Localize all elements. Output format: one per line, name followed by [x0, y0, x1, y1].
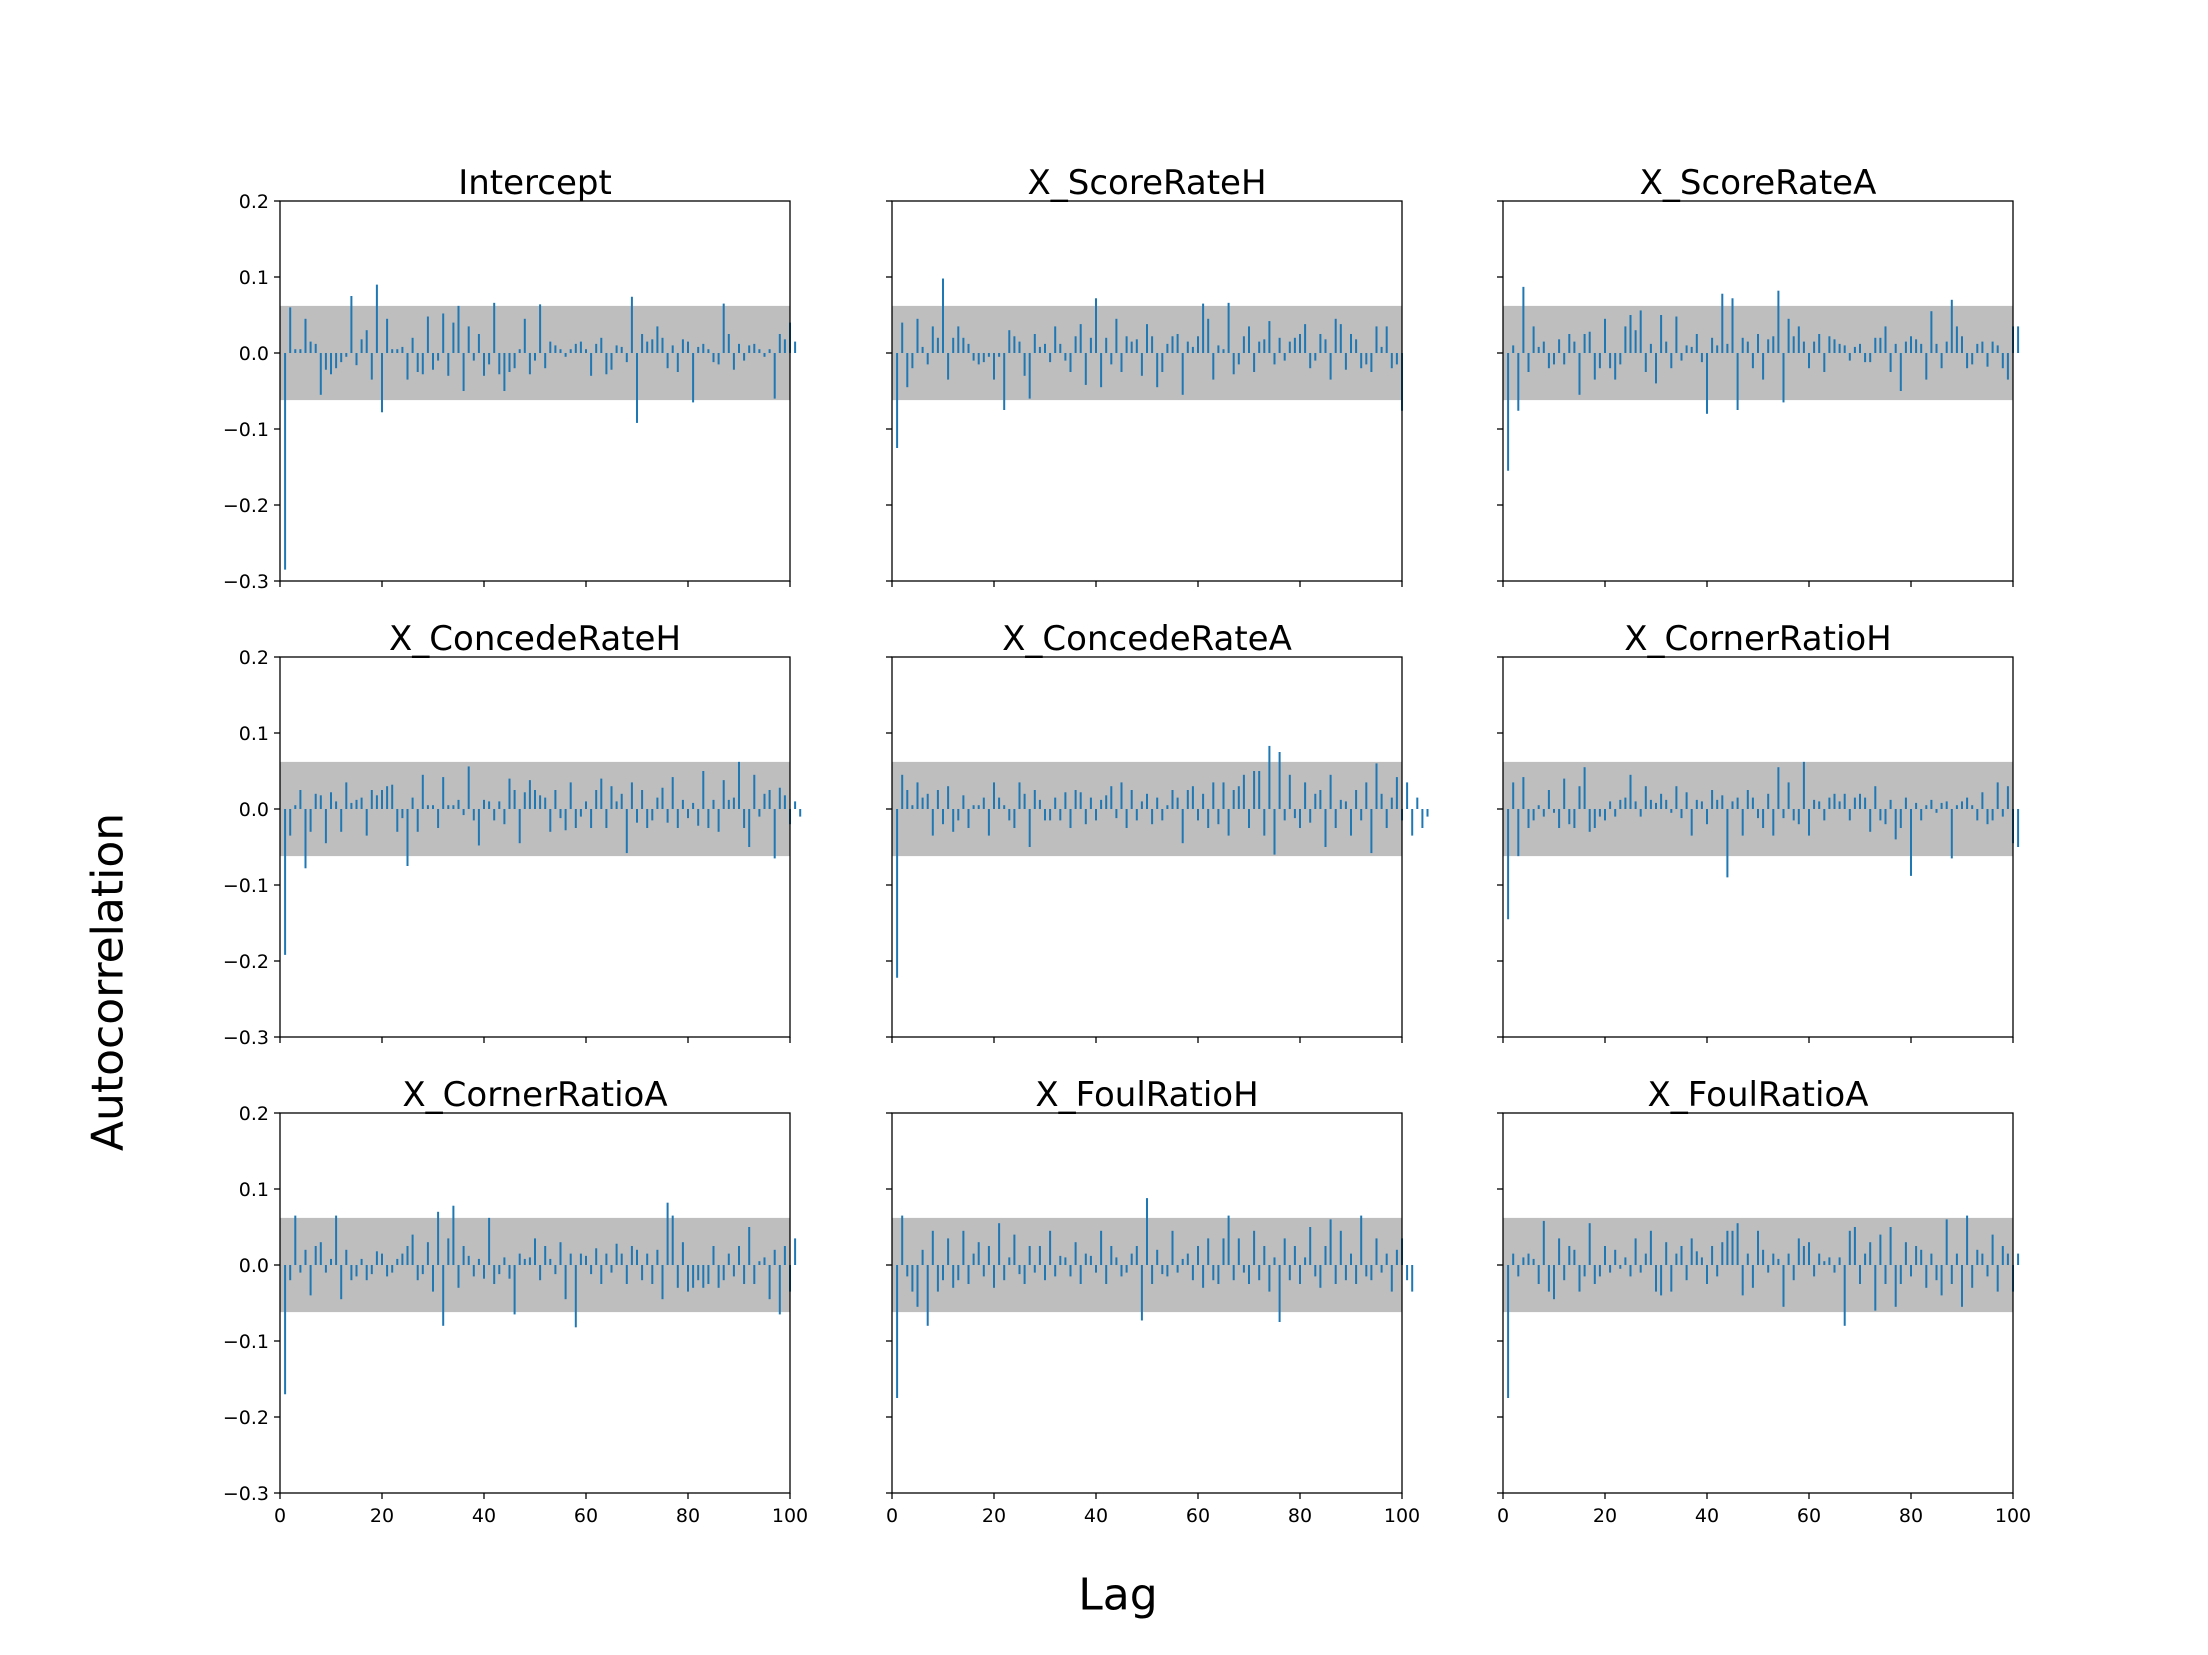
x-tick-label: 80 — [1288, 1505, 1312, 1527]
axes-frame — [279, 1112, 791, 1494]
subplot-2: X_ScoreRateH — [886, 163, 1403, 587]
figure-y-label: Autocorrelation — [82, 812, 134, 1152]
subplot-6: X_CornerRatioH — [1497, 619, 2020, 1043]
subplot-7: X_CornerRatioA 0.2 0.1 0.0 −0.1 −0.2 −0.30 20 40… — [223, 1075, 808, 1527]
axes-frame — [891, 1112, 1403, 1494]
subplot-1: Intercept 0.2 0.1 0.0 −0.1 −0.2 −0.3 — [223, 163, 797, 593]
subplot-title: X_ConcedeRateA — [1002, 619, 1292, 659]
axes-frame — [891, 656, 1403, 1038]
y-tick-label: 0.1 — [239, 267, 269, 289]
subplot-8: X_FoulRatioH 0 20 40 60 80 100 — [886, 1075, 1420, 1527]
subplot-title: X_ScoreRateH — [1027, 163, 1266, 203]
subplot-4: X_ConcedeRateH 0.2 0.1 0.0 −0.1 −0.2 −0.3 — [223, 619, 802, 1049]
y-tick-label: −0.1 — [223, 419, 269, 441]
subplot-title: X_CornerRatioH — [1624, 619, 1892, 659]
subplot-title: X_FoulRatioA — [1648, 1075, 1869, 1115]
x-tick-label: 60 — [1186, 1505, 1210, 1527]
y-tick-label: 0.0 — [239, 799, 269, 821]
x-tick-label: 40 — [472, 1505, 496, 1527]
x-tick-label: 40 — [1084, 1505, 1108, 1527]
x-tick-label: 20 — [1593, 1505, 1617, 1527]
subplot-title: X_FoulRatioH — [1035, 1075, 1258, 1115]
axes-frame — [1502, 1112, 2014, 1494]
y-tick-label: 0.1 — [239, 1179, 269, 1201]
axes-frame — [1502, 200, 2014, 582]
y-tick-label: 0.2 — [239, 647, 269, 669]
subplot-5: X_ConcedeRateA — [886, 619, 1429, 1043]
subplot-title: X_ConcedeRateH — [389, 619, 681, 659]
x-tick-label: 80 — [1899, 1505, 1923, 1527]
x-tick-label: 20 — [370, 1505, 394, 1527]
y-tick-label: 0.0 — [239, 1255, 269, 1277]
subplot-title: X_CornerRatioA — [402, 1075, 667, 1115]
x-tick-label: 100 — [772, 1505, 808, 1527]
x-tick-label: 100 — [1384, 1505, 1420, 1527]
x-tick-label: 100 — [1995, 1505, 2031, 1527]
x-tick-label: 60 — [574, 1505, 598, 1527]
y-tick-label: 0.2 — [239, 1103, 269, 1125]
subplot-3: X_ScoreRateA — [1497, 163, 2020, 587]
y-tick-label: −0.2 — [223, 495, 269, 517]
x-tick-label: 60 — [1797, 1505, 1821, 1527]
y-tick-label: 0.0 — [239, 343, 269, 365]
subplot-title: X_ScoreRateA — [1640, 163, 1877, 203]
axes-frame — [1502, 656, 2014, 1038]
subplot-title: Intercept — [458, 163, 612, 203]
subplot-9: X_FoulRatioA 0 20 40 60 80 100 — [1497, 1075, 2031, 1527]
y-tick-label: 0.1 — [239, 723, 269, 745]
y-tick-label: −0.3 — [223, 571, 269, 593]
x-tick-label: 0 — [886, 1505, 898, 1527]
y-tick-label: −0.1 — [223, 1331, 269, 1353]
x-tick-label: 20 — [982, 1505, 1006, 1527]
y-tick-label: −0.2 — [223, 1407, 269, 1429]
y-tick-label: −0.3 — [223, 1027, 269, 1049]
y-tick-label: −0.3 — [223, 1483, 269, 1505]
y-tick-label: −0.2 — [223, 951, 269, 973]
x-tick-label: 80 — [676, 1505, 700, 1527]
figure-x-label: Lag — [1078, 1569, 1158, 1621]
x-tick-label: 0 — [274, 1505, 286, 1527]
x-tick-label: 0 — [1497, 1505, 1509, 1527]
axes-frame — [279, 656, 791, 1038]
y-tick-label: −0.1 — [223, 875, 269, 897]
y-tick-label: 0.2 — [239, 191, 269, 213]
x-tick-label: 40 — [1695, 1505, 1719, 1527]
axes-frame — [279, 200, 791, 582]
axes-frame — [891, 200, 1403, 582]
